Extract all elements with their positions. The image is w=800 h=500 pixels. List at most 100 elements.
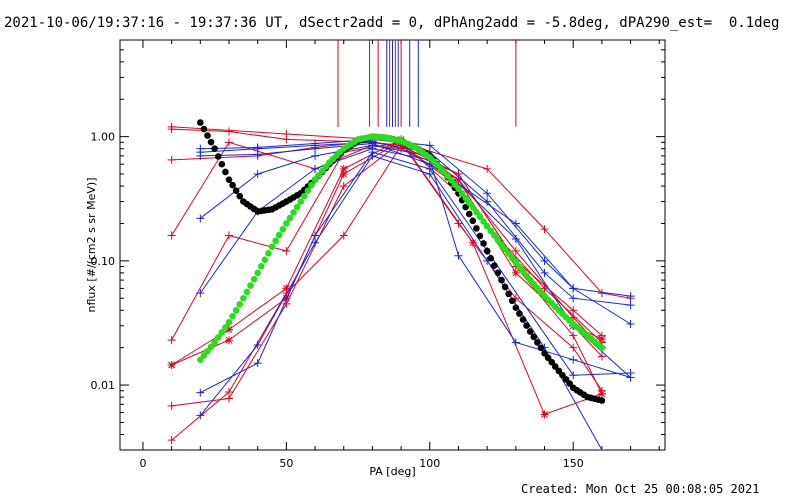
- curve-dot: [494, 236, 502, 244]
- curve-dot: [218, 329, 226, 336]
- plus-marker: [253, 150, 262, 159]
- curve-dot: [229, 181, 236, 189]
- plus-marker: [569, 355, 578, 364]
- curve-dot: [491, 262, 498, 269]
- series-line: [171, 141, 603, 407]
- curve-dot: [254, 269, 261, 277]
- curve-dot: [232, 187, 240, 194]
- plus-marker: [225, 231, 233, 240]
- plus-marker: [511, 338, 520, 347]
- plus-marker: [626, 292, 635, 301]
- y-tick-label: 0.10: [91, 255, 116, 268]
- plus-marker: [253, 341, 262, 350]
- plus-marker: [569, 294, 578, 303]
- curve-dot: [229, 312, 236, 320]
- plus-marker: [626, 301, 635, 310]
- curve-dot: [544, 354, 552, 362]
- plus-marker: [167, 125, 176, 134]
- curve-dot: [476, 232, 484, 240]
- plus-marker: [483, 164, 492, 173]
- plus-marker: [196, 388, 205, 397]
- curve-dot: [516, 310, 523, 317]
- plus-marker: [569, 371, 578, 380]
- asterisk-marker: [597, 334, 606, 343]
- curve-dot: [232, 306, 240, 314]
- curve-dot: [225, 176, 233, 184]
- asterisk-marker: [282, 284, 291, 293]
- curve-dot: [508, 297, 516, 305]
- plus-marker: [569, 284, 578, 293]
- plus-marker: [454, 219, 463, 228]
- curve-dot: [462, 203, 469, 211]
- plus-marker: [196, 411, 205, 420]
- curve-dot: [243, 288, 251, 296]
- plus-marker: [225, 138, 233, 147]
- curve-dot: [541, 350, 548, 357]
- plus-marker: [225, 387, 233, 396]
- curve-dot: [300, 192, 308, 200]
- plus-marker: [626, 320, 635, 329]
- series-line: [200, 151, 631, 394]
- plus-marker: [167, 336, 176, 345]
- plus-marker: [540, 256, 549, 265]
- curve-dot: [286, 214, 294, 222]
- curve-dot: [498, 241, 505, 248]
- plus-marker: [311, 238, 320, 247]
- y-tick-label: 1.00: [91, 131, 116, 144]
- curve-dot: [473, 225, 480, 232]
- curve-dot: [473, 208, 480, 216]
- curve-dot: [523, 272, 530, 279]
- curve-dot: [512, 304, 520, 311]
- curve-dot: [469, 203, 477, 211]
- curve-dot: [214, 334, 222, 341]
- plus-marker: [425, 170, 434, 179]
- curve-dot: [501, 245, 509, 253]
- curve-dot: [261, 256, 269, 264]
- curve-dot: [236, 300, 244, 308]
- curve-dot: [551, 363, 559, 370]
- plus-marker: [540, 225, 549, 234]
- series-group: [167, 119, 635, 450]
- plus-marker: [569, 343, 578, 352]
- curve-dot: [272, 237, 279, 245]
- curve-dot: [207, 138, 215, 146]
- plus-marker: [167, 231, 176, 240]
- curve-dot: [491, 232, 498, 239]
- plus-marker: [540, 268, 549, 277]
- curve-dot: [222, 324, 229, 331]
- curve-dot: [598, 344, 606, 351]
- plus-marker: [196, 151, 205, 160]
- asterisk-marker: [339, 170, 348, 179]
- asterisk-marker: [339, 164, 348, 173]
- plus-marker: [311, 151, 320, 160]
- curve-dot: [200, 125, 208, 133]
- curve-dot: [487, 227, 495, 235]
- asterisk-marker: [540, 410, 549, 419]
- curve-dot: [476, 213, 484, 221]
- curve-dot: [297, 198, 305, 205]
- asterisk-marker: [454, 175, 463, 184]
- curve-dot: [494, 269, 502, 277]
- plus-marker: [196, 214, 205, 223]
- plus-marker: [368, 151, 377, 160]
- curve-dot: [304, 187, 312, 194]
- plus-marker: [626, 369, 635, 378]
- plus-marker: [253, 170, 262, 179]
- created-timestamp: Created: Mon Oct 25 00:08:05 2021: [521, 482, 760, 496]
- curve-dot: [598, 397, 606, 404]
- chart-title: 2021-10-06/19:37:16 - 19:37:36 UT, dSect…: [4, 15, 780, 31]
- curve-dot: [458, 190, 466, 197]
- curve-dot: [462, 194, 469, 202]
- curve-dot: [236, 192, 244, 200]
- curve-dot: [519, 267, 527, 275]
- plus-marker: [311, 164, 320, 173]
- series-line: [200, 142, 631, 325]
- plus-marker: [311, 231, 320, 240]
- x-tick-label: 150: [563, 457, 584, 470]
- curve-dot: [526, 328, 534, 335]
- curve-dot: [204, 132, 211, 139]
- plus-marker: [167, 155, 176, 164]
- plus-marker: [540, 284, 549, 293]
- plus-marker: [511, 219, 520, 228]
